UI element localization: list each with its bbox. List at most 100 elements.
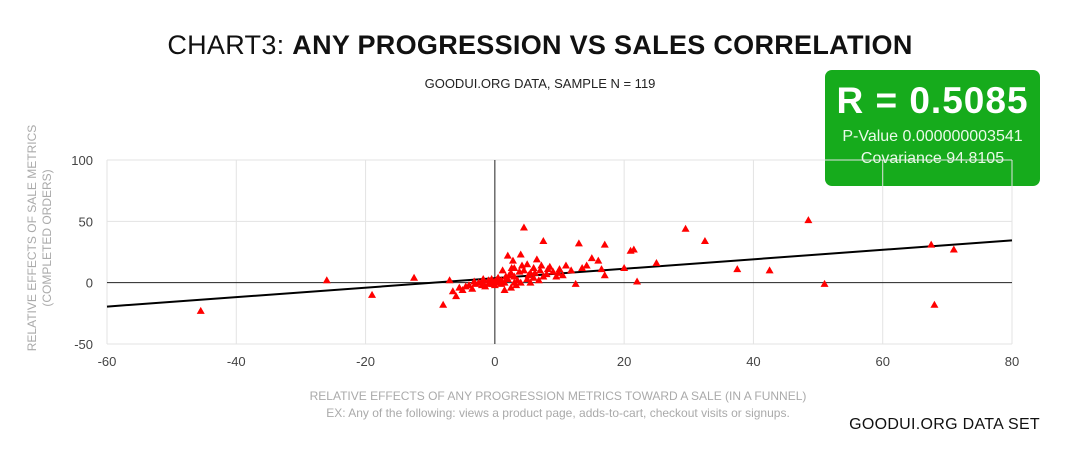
- data-point: [452, 292, 461, 300]
- data-point: [507, 283, 516, 291]
- data-point: [196, 306, 205, 314]
- data-point: [488, 279, 497, 287]
- x-tick-label: -60: [98, 354, 117, 369]
- data-point: [700, 236, 709, 244]
- data-point: [477, 281, 486, 289]
- x-tick-label: 40: [746, 354, 760, 369]
- chart-subtitle: GOODUI.ORG DATA, SAMPLE N = 119: [424, 76, 656, 91]
- data-point: [510, 272, 519, 280]
- data-point: [503, 274, 512, 282]
- data-point: [455, 283, 464, 291]
- correlation-stats-box: R = 0.5085 P-Value 0.000000003541 Covari…: [825, 70, 1040, 186]
- data-point: [537, 261, 546, 269]
- y-axis-label-line2: (COMPLETED ORDERS): [40, 169, 54, 306]
- data-point: [512, 281, 521, 289]
- y-tick-label: -50: [74, 337, 93, 352]
- data-point: [530, 268, 539, 276]
- data-point: [510, 263, 519, 271]
- data-point: [526, 268, 535, 276]
- data-point: [492, 276, 501, 284]
- data-point: [927, 240, 936, 248]
- data-point: [479, 274, 488, 282]
- data-point: [524, 271, 533, 279]
- data-point: [507, 263, 516, 271]
- data-point: [518, 261, 527, 269]
- data-point: [633, 277, 642, 285]
- data-points: [196, 216, 958, 314]
- data-point: [500, 278, 509, 286]
- data-point: [513, 276, 522, 284]
- data-point: [510, 278, 519, 286]
- data-point: [804, 216, 813, 224]
- data-point: [561, 261, 570, 269]
- data-source-label: GOODUI.ORG DATA SET: [849, 416, 1040, 433]
- y-axis-label-line1: RELATIVE EFFECTS OF SALE METRICS: [25, 125, 39, 351]
- chart-title-main: ANY PROGRESSION VS SALES CORRELATION: [292, 30, 913, 60]
- data-point: [439, 300, 448, 308]
- data-point: [733, 265, 742, 273]
- data-point: [519, 266, 528, 274]
- data-point: [494, 278, 503, 286]
- data-point: [526, 278, 535, 286]
- data-point: [626, 246, 635, 254]
- data-point: [458, 286, 467, 294]
- data-point: [600, 240, 609, 248]
- grid-lines: [106, 159, 1013, 345]
- data-point: [597, 265, 606, 273]
- data-point: [497, 276, 506, 284]
- data-point: [471, 279, 480, 287]
- data-point: [468, 284, 477, 292]
- data-point: [484, 276, 493, 284]
- data-point: [587, 254, 596, 262]
- data-point: [523, 274, 532, 282]
- data-point: [534, 276, 543, 284]
- data-point: [594, 256, 603, 264]
- data-point: [490, 277, 499, 285]
- data-point: [505, 271, 514, 279]
- data-point: [494, 273, 503, 281]
- y-tick-label: 0: [86, 276, 93, 291]
- data-point: [539, 272, 548, 280]
- data-point: [652, 259, 661, 267]
- p-value: P-Value 0.000000003541: [842, 128, 1023, 145]
- data-point: [487, 278, 496, 286]
- data-point: [549, 267, 558, 275]
- data-point: [552, 272, 561, 280]
- data-point: [681, 224, 690, 232]
- data-point: [536, 266, 545, 274]
- data-point: [574, 239, 583, 247]
- data-point: [554, 268, 563, 276]
- data-point: [487, 274, 496, 282]
- data-point: [500, 286, 509, 294]
- data-point: [600, 271, 609, 279]
- data-point: [555, 265, 564, 273]
- data-point: [532, 255, 541, 263]
- data-point: [523, 260, 532, 268]
- data-point: [765, 266, 774, 274]
- data-point: [448, 287, 457, 295]
- chart-title-prefix: CHART3:: [167, 30, 293, 60]
- data-point: [368, 290, 377, 298]
- data-point: [410, 273, 419, 281]
- data-point: [507, 268, 516, 276]
- data-point: [477, 277, 486, 285]
- data-point: [497, 279, 506, 287]
- data-point: [539, 236, 548, 244]
- axes: [107, 160, 1012, 344]
- covariance-value: Covariance 94.8105: [860, 150, 1005, 167]
- data-point: [481, 282, 490, 290]
- trendline: [106, 239, 1013, 308]
- data-point: [558, 271, 567, 279]
- x-axis-note: EX: Any of the following: views a produc…: [326, 406, 790, 420]
- data-point: [543, 265, 552, 273]
- y-tick-label: 50: [79, 214, 93, 229]
- data-point: [545, 262, 554, 270]
- x-tick-label: 80: [1005, 354, 1019, 369]
- data-point: [465, 281, 473, 289]
- data-point: [529, 263, 538, 271]
- data-point: [498, 266, 507, 274]
- chart-title: CHART3: ANY PROGRESSION VS SALES CORRELA…: [0, 30, 1080, 61]
- data-point: [567, 266, 576, 274]
- data-point: [508, 256, 517, 264]
- x-tick-label: -40: [227, 354, 246, 369]
